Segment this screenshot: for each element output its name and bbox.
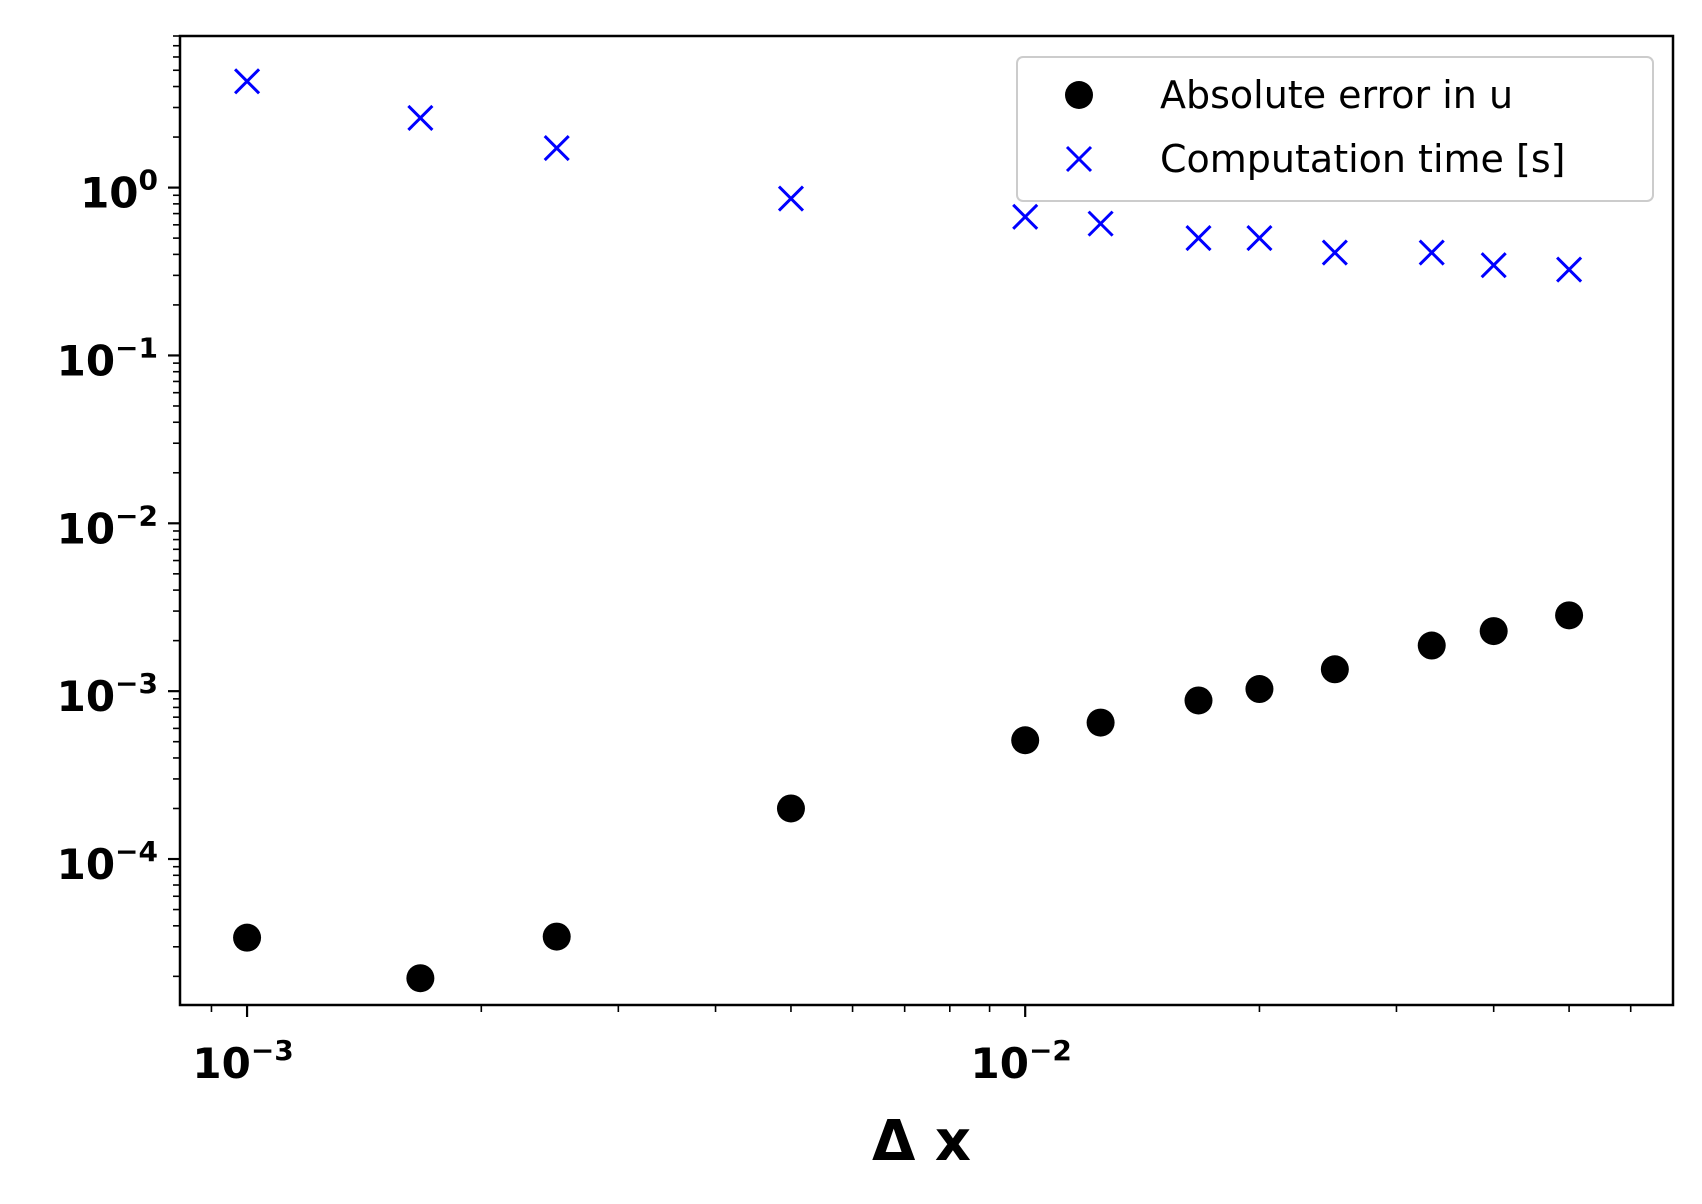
y-tick-label: 10−1: [57, 331, 158, 385]
data-point-time: [1480, 252, 1507, 279]
data-point-time: [1556, 256, 1583, 283]
y-tick-label: 100: [80, 164, 158, 218]
data-point-time: [234, 68, 261, 95]
y-tick-label: 10−2: [57, 499, 158, 553]
data-point-error: [1320, 655, 1349, 684]
legend-label: Absolute error in u: [1160, 73, 1513, 117]
legend-marker-x: [1065, 145, 1093, 173]
data-point-time: [1418, 239, 1445, 266]
legend: Absolute error in u Computation time [s]: [1016, 56, 1654, 202]
legend-label: Computation time [s]: [1160, 137, 1565, 181]
data-point-time: [1321, 239, 1348, 266]
data-point-time: [1185, 225, 1212, 252]
data-point-time: [543, 134, 570, 162]
data-point-time: [777, 185, 805, 212]
x-axis-label: Δ x: [872, 1109, 971, 1174]
data-point-error: [1245, 675, 1274, 704]
y-tick-label: 10−3: [57, 667, 158, 721]
data-point-error: [1011, 726, 1040, 755]
chart-marks: [233, 68, 1584, 993]
x-tick-label: 10−2: [970, 1034, 1071, 1088]
x-tick-label: 10−3: [192, 1034, 293, 1088]
data-point-time: [1246, 225, 1273, 252]
data-point-time: [1087, 210, 1114, 237]
y-tick-label: 10−4: [57, 835, 158, 889]
data-point-error: [233, 923, 262, 952]
data-point-error: [776, 794, 805, 823]
legend-marker-circle: [1065, 81, 1093, 109]
data-point-error: [406, 964, 435, 993]
data-point-error: [1417, 631, 1446, 660]
data-point-error: [1479, 617, 1508, 646]
data-point-time: [1012, 203, 1039, 230]
data-point-error: [1555, 601, 1584, 630]
data-point-error: [1184, 686, 1213, 715]
data-point-error: [1086, 708, 1115, 737]
chart-axes: 10−3 10−2 100 10−1 10−2 10−3 10−4: [57, 34, 1675, 1088]
legend-box: [1016, 56, 1654, 202]
data-point-error: [542, 922, 571, 951]
data-point-time: [407, 104, 434, 131]
plot-frame: [178, 34, 1675, 1007]
